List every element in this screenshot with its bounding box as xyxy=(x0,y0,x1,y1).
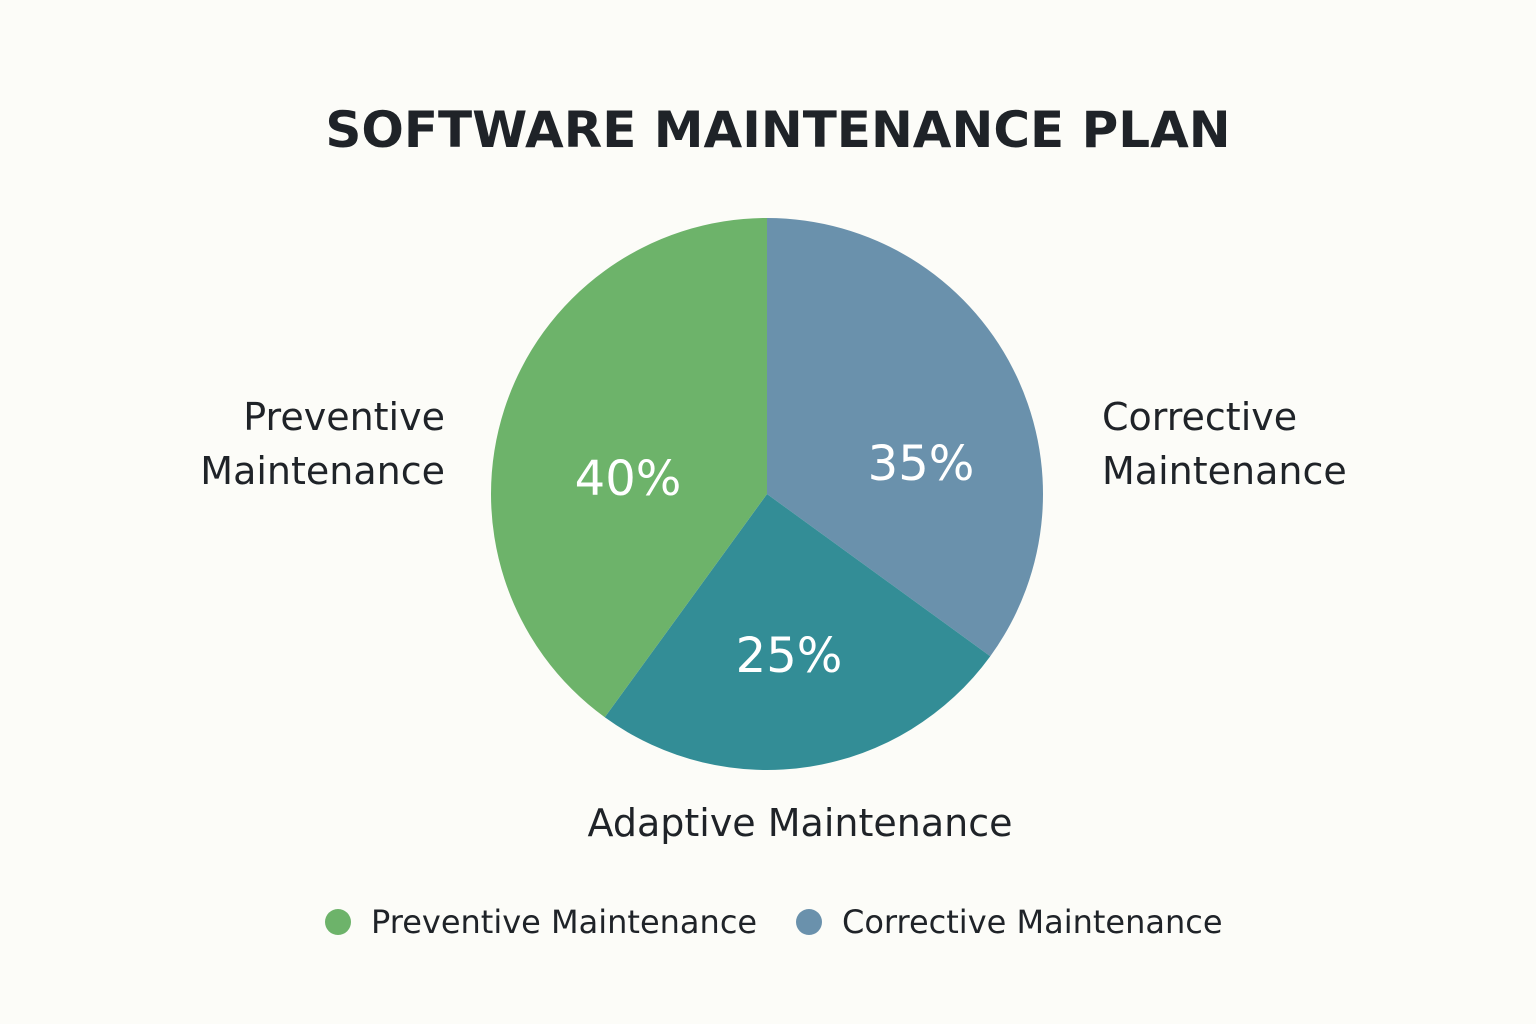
legend-swatch-corrective-maintenance xyxy=(796,909,822,935)
chart-title: SOFTWARE MAINTENANCE PLAN xyxy=(325,101,1230,159)
slice-label-preventive-maintenance: Preventive Maintenance xyxy=(200,395,445,493)
slice-percent-labels: 35% 25% 40% xyxy=(575,436,975,684)
slice-label-adaptive-maintenance: Adaptive Maintenance xyxy=(588,801,1013,845)
pie-slice-adaptive-maintenance xyxy=(604,494,991,771)
slice-percent-corrective-maintenance: 35% xyxy=(868,436,975,492)
slice-category-labels: Corrective Maintenance Adaptive Maintenanc… xyxy=(200,395,1346,845)
legend-label-preventive-maintenance: Preventive Maintenance xyxy=(371,903,757,941)
legend: Preventive Maintenance Corrective Mainten… xyxy=(325,903,1223,941)
slice-percent-adaptive-maintenance: 25% xyxy=(736,628,843,684)
pie-slices xyxy=(490,218,1044,771)
slice-percent-preventive-maintenance: 40% xyxy=(575,451,682,507)
pie-slice-corrective-maintenance xyxy=(767,218,1044,657)
legend-label-corrective-maintenance: Corrective Maintenance xyxy=(842,903,1223,941)
pie-slice-preventive-maintenance xyxy=(490,218,767,718)
legend-swatch-preventive-maintenance xyxy=(325,909,351,935)
slice-label-corrective-maintenance: Corrective Maintenance xyxy=(1102,395,1347,493)
